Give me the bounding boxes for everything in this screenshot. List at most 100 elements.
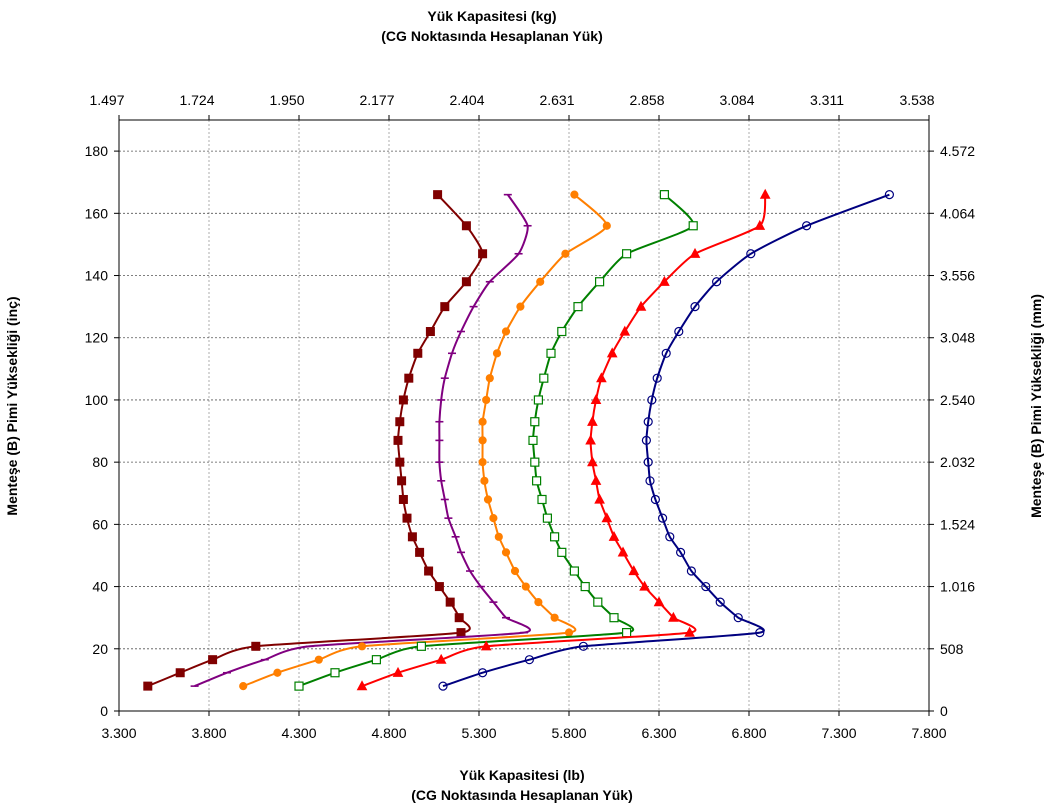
top-tick-label: 2.177 [359, 92, 394, 108]
data-point [653, 596, 665, 607]
data-point [621, 249, 632, 259]
right-tick-label: 0 [940, 703, 948, 719]
right-tick-label: 4.572 [940, 143, 975, 159]
series-2 [190, 193, 532, 688]
data-point [657, 513, 668, 523]
y-tick-label: 20 [92, 641, 108, 657]
data-point [143, 681, 153, 691]
data-point [413, 348, 423, 358]
data-point [594, 277, 605, 287]
series-1 [143, 190, 488, 691]
x-tick-label: 7.300 [821, 725, 856, 741]
data-point [294, 681, 304, 691]
x-tick-label: 4.300 [281, 725, 316, 741]
series-5 [356, 188, 771, 691]
series-group [143, 188, 895, 691]
data-point [645, 476, 655, 486]
y-tick-label: 0 [100, 703, 108, 719]
y-tick-label: 140 [85, 268, 109, 284]
top-tick-label: 3.084 [719, 92, 754, 108]
data-point [733, 613, 743, 623]
data-point [578, 641, 589, 651]
data-point [533, 395, 544, 405]
data-point [530, 457, 540, 467]
data-point [609, 613, 619, 623]
x-tick-label: 5.800 [551, 725, 586, 741]
data-point [524, 655, 535, 665]
data-point [684, 626, 695, 637]
top-tick-label: 2.631 [539, 92, 574, 108]
data-point [754, 219, 766, 230]
series-6 [438, 190, 895, 691]
data-point [602, 221, 611, 230]
series-line [194, 194, 531, 688]
y-tick-label: 80 [92, 454, 108, 470]
right-tick-label: 3.048 [940, 330, 975, 346]
right-tick-label: 2.032 [940, 454, 975, 470]
data-point [701, 581, 711, 592]
top-axis-subtitle: (CG Noktasında Hesaplanan Yük) [381, 28, 602, 44]
data-point [483, 495, 493, 504]
data-point [715, 597, 725, 607]
series-4 [294, 190, 698, 691]
x-tick-label: 6.300 [641, 725, 676, 741]
data-point [424, 566, 434, 576]
data-point [478, 458, 487, 467]
data-point [619, 325, 631, 336]
data-point [668, 611, 679, 622]
data-point [759, 188, 771, 199]
data-point [593, 597, 603, 607]
data-point [330, 668, 340, 678]
data-point [494, 532, 503, 541]
data-point [440, 302, 450, 312]
x-tick-label: 3.300 [101, 725, 136, 741]
data-point [661, 348, 671, 358]
data-point [392, 666, 404, 677]
data-point [425, 327, 435, 337]
data-point [402, 513, 412, 523]
top-tick-label: 3.311 [810, 92, 844, 108]
data-point [438, 681, 448, 691]
data-point [659, 275, 670, 286]
x-tick-label: 5.300 [461, 725, 496, 741]
data-point [314, 655, 323, 664]
top-tick-label: 1.950 [269, 92, 304, 108]
right-tick-label: 3.556 [940, 268, 975, 284]
data-point [550, 613, 559, 622]
data-point [398, 395, 408, 405]
data-point [516, 302, 525, 311]
data-point [397, 476, 407, 486]
top-tick-label: 1.497 [89, 92, 124, 108]
data-point [596, 372, 607, 383]
data-point [461, 277, 471, 287]
data-point [635, 300, 647, 311]
data-point [884, 190, 895, 200]
series-line [298, 193, 695, 688]
y-tick-label: 40 [92, 579, 108, 595]
data-point [659, 190, 670, 200]
data-point [478, 436, 487, 445]
data-point [456, 628, 466, 638]
series-3 [239, 190, 611, 691]
data-point [407, 532, 417, 542]
data-point [711, 277, 722, 287]
data-point [489, 514, 498, 523]
data-point [590, 474, 602, 485]
data-point [478, 417, 487, 426]
data-point [510, 566, 520, 576]
data-point [557, 326, 567, 337]
data-point [273, 668, 282, 677]
data-point [590, 394, 602, 405]
data-point [478, 249, 488, 259]
series-line [361, 194, 767, 688]
data-point [650, 494, 661, 505]
data-point [641, 435, 652, 445]
x-tick-label: 4.800 [371, 725, 406, 741]
data-point [647, 395, 657, 405]
data-point [501, 327, 511, 336]
data-point [564, 628, 574, 637]
data-point [594, 493, 605, 504]
y-axis-right-title: Menteşe (B) Pimi Yüksekliği (mm) [1028, 294, 1044, 518]
data-point [454, 613, 464, 623]
